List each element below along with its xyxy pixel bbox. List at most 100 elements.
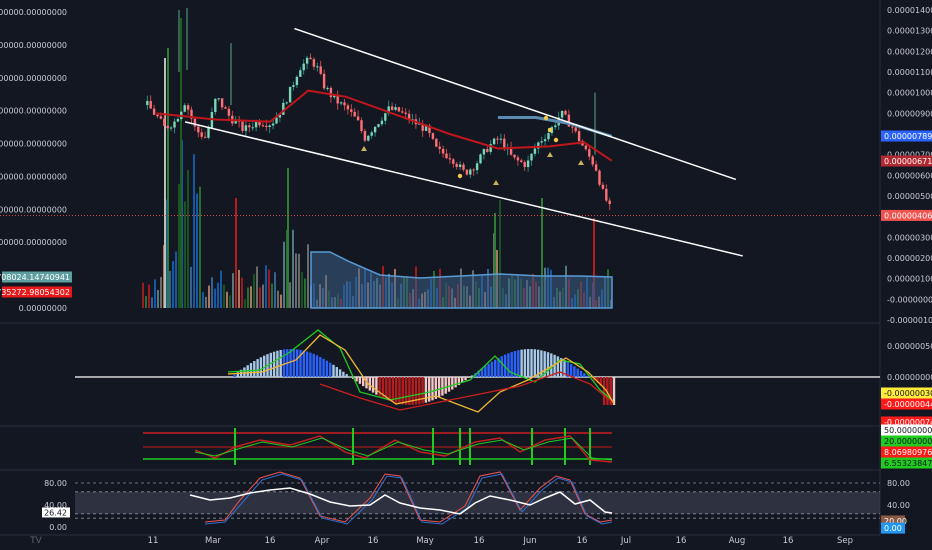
macd-tag-signal: -0.00000074 (884, 418, 932, 427)
volume-bar (205, 296, 207, 308)
rsi-tick: 40.00 (887, 501, 910, 510)
time-tick-label: Aug (729, 536, 746, 546)
candle-body (295, 76, 299, 86)
volume-bar (247, 287, 249, 308)
trendline-upper[interactable] (294, 27, 737, 181)
candle-body (571, 126, 574, 128)
macd-histogram-bar (391, 377, 395, 403)
macd-histogram-bar (606, 377, 609, 405)
volume-bar (593, 218, 595, 308)
stoch-tag-50: 50.00000000 (884, 426, 932, 435)
macd-pane[interactable]: 0.00000050 0.00000000 (75, 329, 932, 413)
candle-body (373, 126, 377, 133)
candle-body (159, 116, 163, 119)
signal-triangle (493, 180, 499, 185)
macd-histogram-bar (533, 349, 536, 377)
macd-histogram-bar (556, 356, 560, 377)
signal-dot (553, 137, 559, 143)
volume-tick-label: 14000000.00000000 (0, 74, 67, 83)
stoch-tag-k: 8.06980976 (884, 448, 932, 457)
candle-body (520, 160, 523, 163)
candle-body (220, 98, 224, 108)
volume-bar (283, 241, 285, 308)
volume-bar (148, 284, 150, 308)
candle-body (601, 184, 605, 189)
stoch-tag-d-bg (881, 457, 932, 469)
macd-histogram-bar (566, 361, 569, 377)
macd-histogram-bar (599, 377, 602, 386)
price-tag-last: 0.00000406 (884, 211, 932, 220)
candle-body (523, 162, 526, 168)
volume-bar (214, 288, 216, 308)
candle-body (448, 158, 452, 160)
rsi-pane[interactable]: 80.00 40.00 0.00 80.00 40.00 0.00 26.42 (42, 471, 910, 532)
candle-body (163, 118, 166, 126)
macd-histogram-bar (503, 354, 507, 377)
macd-histogram-bar (272, 351, 276, 377)
macd-histogram-bar (560, 358, 563, 377)
candle-body (244, 125, 248, 131)
trendline-lower[interactable] (184, 121, 743, 257)
candle-body (207, 127, 210, 138)
price-pane[interactable] (0, 0, 881, 536)
volume-bar (301, 271, 303, 308)
candle-body (152, 108, 156, 115)
macd-histogram-bar (299, 349, 302, 377)
candle-body (248, 125, 251, 128)
volume-bar (167, 48, 169, 308)
macd-histogram-bar (421, 377, 424, 404)
candle-body (560, 110, 564, 118)
macd-histogram-bar (497, 357, 500, 377)
volume-bar (211, 277, 213, 308)
signal-dot (543, 115, 549, 121)
macd-histogram-bar (576, 368, 579, 377)
volume-tag-ma-bg (2, 271, 72, 283)
volume-bar (151, 297, 153, 308)
candle-body (540, 141, 543, 143)
volume-bar (298, 253, 300, 308)
candle-body (214, 98, 217, 112)
macd-histogram-bar (296, 349, 299, 377)
volume-tick-label: 4000000.00000000 (0, 238, 67, 247)
rsi-left-tick: 40.00 (44, 501, 67, 510)
candle-body (350, 109, 353, 112)
time-tick-label: Mar (205, 536, 222, 546)
macd-histogram-bar (233, 374, 236, 377)
macd-histogram-bar (312, 353, 315, 377)
candle-body (265, 125, 268, 127)
macd-histogram-bar (470, 375, 474, 377)
time-axis[interactable]: 11 Mar 16 Apr 16 May 16 Jun 16 Jul 16 Aug 16 Sep (148, 536, 853, 546)
candle-body (503, 138, 506, 150)
macd-histogram-bar (490, 361, 494, 377)
candle-body (452, 159, 455, 164)
macd-histogram-bar (269, 352, 272, 377)
candle-body (336, 95, 339, 104)
rsi-left-tick: 80.00 (44, 479, 67, 488)
rsi-stoch-red (204, 471, 613, 523)
candle-body (591, 156, 594, 165)
volume-bar (217, 282, 219, 308)
price-tick-label: 0.00001300 (887, 27, 932, 36)
macd-histogram-bar (279, 350, 282, 377)
candle-body (254, 121, 258, 128)
candle-body (312, 59, 316, 67)
stoch-tag-20-bg (881, 435, 932, 447)
candle-body (401, 111, 404, 113)
price-tick-label: 0.00000600 (887, 171, 932, 180)
macd-histogram-bar (305, 351, 309, 377)
candle-body (390, 106, 394, 110)
macd-histogram-bar (431, 377, 434, 401)
candle-body (234, 120, 237, 124)
candle-body (309, 57, 312, 60)
candle-body (326, 87, 329, 89)
price-tick-label: -0.00000000 (887, 295, 932, 304)
price-tick-label: 0.00000200 (887, 254, 932, 263)
macd-histogram-bar (480, 368, 484, 377)
stoch-pane[interactable] (143, 428, 613, 465)
macd-histogram-bar (378, 377, 381, 397)
rsi-band (75, 491, 880, 514)
volume-histogram (142, 18, 612, 308)
candle-body (441, 148, 445, 154)
macd-histogram-bar (579, 370, 583, 377)
